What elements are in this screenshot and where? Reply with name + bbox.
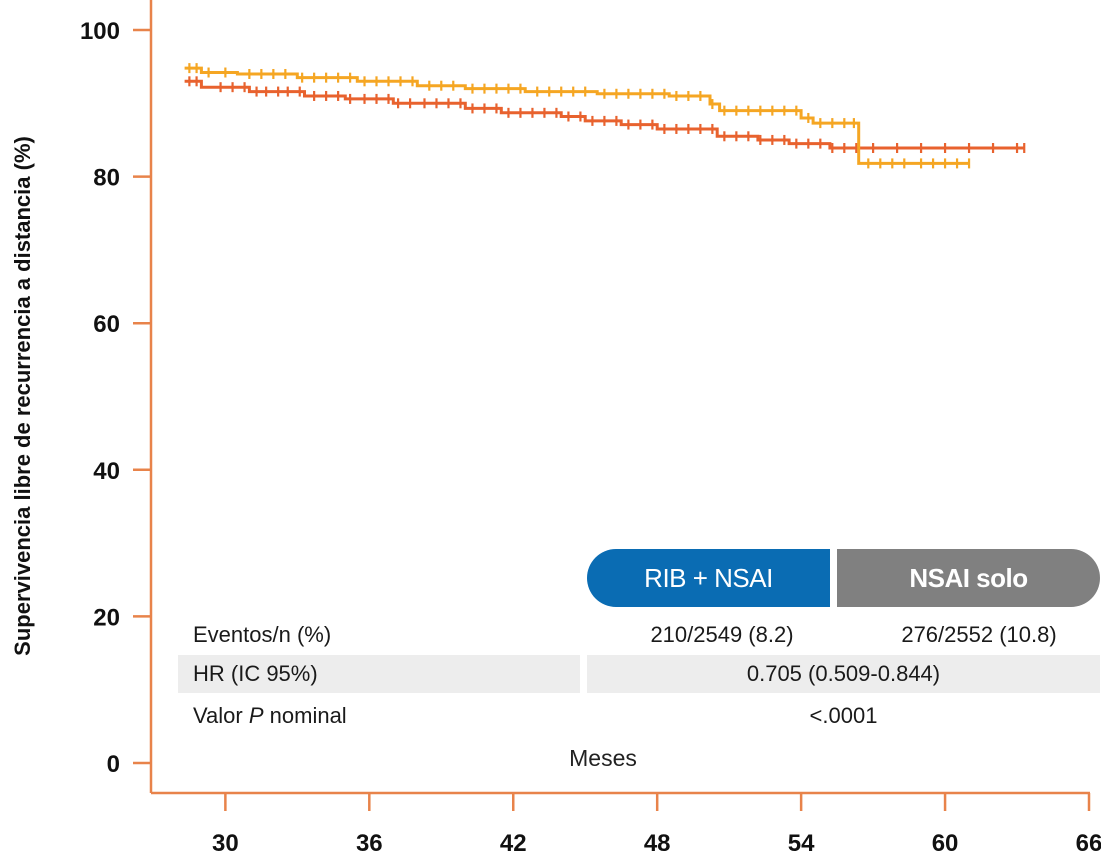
x-tick-label: 54 (788, 830, 815, 857)
y-tick-label: 60 (93, 311, 120, 338)
series-line-rib-nsai (184, 79, 1025, 150)
eventos-rib-value: 210/2549 (8.2) (650, 622, 794, 647)
x-tick-label: 30 (212, 830, 239, 857)
eventos-label: Eventos/n (%) (193, 622, 332, 647)
eventos-nsai-value: 276/2552 (10.8) (901, 622, 1057, 647)
y-tick-label: 40 (93, 458, 120, 485)
hr-shade-right (587, 655, 1100, 693)
y-axis-title: Supervivencia libre de recurrencia a dis… (10, 136, 35, 656)
table-row-eventos: Eventos/n (%) 210/2549 (8.2) 276/2552 (1… (178, 616, 1100, 654)
hr-shade-left (178, 655, 580, 693)
pvalue-label: Valor P nominal (193, 703, 347, 728)
y-tick-label: 100 (80, 18, 120, 45)
x-tick-label: 42 (500, 830, 527, 857)
x-axis-title: Meses (569, 745, 637, 771)
pvalue-value: <.0001 (809, 703, 878, 728)
x-tick-label: 36 (356, 830, 383, 857)
x-axis-ticks: 30 36 42 48 54 60 66 (212, 793, 1101, 857)
y-tick-label: 0 (107, 751, 120, 778)
x-tick-label: 48 (644, 830, 671, 857)
x-tick-label: 60 (932, 830, 959, 857)
series-layer (184, 63, 1026, 169)
hr-label: HR (IC 95%) (193, 661, 318, 686)
legend-rib-nsai: RIB + NSAI (587, 549, 830, 607)
y-axis-ticks: 0 20 40 60 80 100 (80, 18, 151, 778)
table-row-hr: HR (IC 95%) 0.705 (0.509-0.844) (178, 655, 1100, 693)
x-tick-label: 66 (1076, 830, 1101, 857)
legend-nsai-solo: NSAI solo (837, 549, 1100, 607)
y-tick-label: 20 (93, 604, 120, 631)
hr-value: 0.705 (0.509-0.844) (746, 661, 941, 686)
y-tick-label: 80 (93, 165, 120, 192)
table-row-pvalue: Valor P nominal <.0001 (178, 697, 1100, 735)
